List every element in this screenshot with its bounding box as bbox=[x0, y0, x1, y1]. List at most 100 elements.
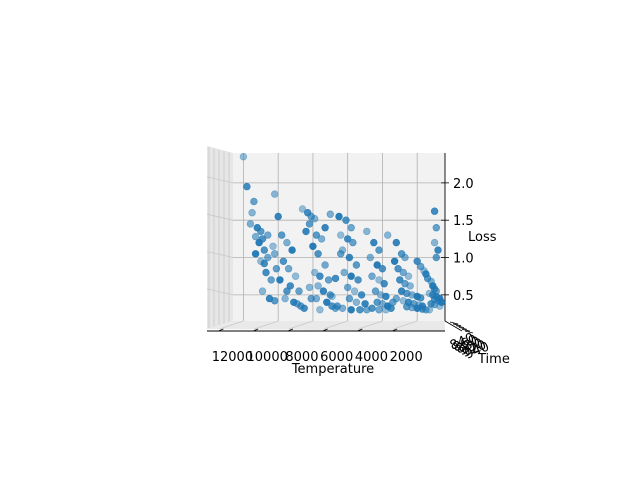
data-point bbox=[268, 277, 275, 284]
data-point bbox=[393, 295, 400, 302]
data-point bbox=[348, 273, 355, 280]
data-point bbox=[343, 217, 350, 224]
data-point bbox=[301, 305, 308, 312]
data-point bbox=[353, 299, 360, 306]
z-tick-label: 2.0 bbox=[453, 177, 474, 192]
data-point bbox=[257, 228, 264, 235]
x-axis-label: Temperature bbox=[291, 362, 374, 377]
data-point bbox=[433, 254, 440, 261]
data-point bbox=[318, 236, 325, 243]
data-point bbox=[306, 221, 313, 228]
data-point bbox=[350, 239, 357, 246]
data-point bbox=[367, 254, 374, 261]
data-point bbox=[252, 233, 259, 240]
data-point bbox=[339, 305, 346, 312]
data-point bbox=[244, 183, 251, 190]
data-point bbox=[320, 288, 327, 295]
data-point bbox=[402, 254, 409, 261]
data-point bbox=[294, 300, 301, 307]
data-point bbox=[292, 273, 299, 280]
data-point bbox=[417, 295, 424, 302]
data-point bbox=[261, 260, 268, 267]
data-point bbox=[363, 228, 370, 235]
data-point bbox=[282, 295, 289, 302]
data-point bbox=[278, 232, 285, 239]
data-point bbox=[263, 269, 270, 276]
data-point bbox=[296, 288, 303, 295]
data-point bbox=[376, 247, 383, 254]
data-point bbox=[249, 209, 256, 216]
z-axis-label: Loss bbox=[468, 230, 497, 245]
data-point bbox=[384, 232, 391, 239]
y-axis-label: Time bbox=[477, 352, 510, 367]
data-point bbox=[277, 277, 284, 284]
data-point bbox=[271, 250, 278, 257]
data-point bbox=[435, 247, 442, 254]
data-point bbox=[355, 277, 362, 284]
data-point bbox=[251, 198, 258, 205]
data-point bbox=[348, 224, 355, 231]
x-tick-label: 10000 bbox=[247, 350, 288, 365]
data-point bbox=[317, 306, 324, 313]
data-point bbox=[433, 224, 440, 231]
data-point bbox=[270, 243, 277, 250]
data-point bbox=[369, 305, 376, 312]
data-point bbox=[284, 288, 291, 295]
data-point bbox=[311, 215, 318, 222]
x-tick-label: 2000 bbox=[390, 350, 423, 365]
z-tick-label: 0.5 bbox=[453, 289, 474, 304]
data-point bbox=[264, 254, 271, 261]
data-point bbox=[341, 269, 348, 276]
data-point bbox=[391, 258, 398, 265]
data-point bbox=[315, 250, 322, 257]
data-point bbox=[407, 283, 414, 290]
data-point bbox=[273, 265, 280, 272]
x-axis-ticks: 12000100008000 6000 4000 2000 bbox=[212, 329, 423, 365]
data-point bbox=[337, 232, 344, 239]
data-point bbox=[289, 247, 296, 254]
data-point bbox=[332, 275, 339, 282]
data-point bbox=[315, 283, 322, 290]
z-tick-label: 1.5 bbox=[453, 214, 474, 229]
data-point bbox=[306, 284, 313, 291]
data-point bbox=[383, 293, 390, 300]
data-point bbox=[346, 295, 353, 302]
data-point bbox=[285, 265, 292, 272]
data-point bbox=[348, 306, 355, 313]
data-point bbox=[261, 247, 268, 254]
data-point bbox=[376, 306, 383, 313]
data-point bbox=[317, 273, 324, 280]
data-point bbox=[325, 277, 332, 284]
data-point bbox=[381, 280, 388, 287]
data-point bbox=[322, 224, 329, 231]
data-point bbox=[303, 228, 310, 235]
data-point bbox=[337, 250, 344, 257]
data-point bbox=[322, 262, 329, 269]
data-point bbox=[353, 262, 360, 269]
data-point bbox=[308, 295, 315, 302]
data-point bbox=[393, 239, 400, 246]
data-point bbox=[357, 306, 364, 313]
data-point bbox=[336, 213, 343, 220]
data-point bbox=[346, 254, 353, 261]
data-point bbox=[271, 297, 278, 304]
data-point bbox=[370, 239, 377, 246]
data-point bbox=[405, 273, 412, 280]
data-point bbox=[240, 153, 247, 160]
data-point bbox=[280, 258, 287, 265]
data-point bbox=[431, 239, 438, 246]
data-point bbox=[271, 191, 278, 198]
data-point bbox=[351, 288, 358, 295]
data-point bbox=[264, 232, 271, 239]
data-point bbox=[284, 239, 291, 246]
data-point bbox=[358, 292, 365, 299]
data-point bbox=[247, 221, 254, 228]
data-point bbox=[436, 303, 443, 310]
data-point bbox=[344, 284, 351, 291]
data-point bbox=[259, 288, 266, 295]
data-point bbox=[329, 293, 336, 300]
data-point bbox=[275, 213, 282, 220]
data-point bbox=[252, 250, 259, 257]
data-point bbox=[431, 208, 438, 215]
data-point bbox=[327, 211, 334, 218]
